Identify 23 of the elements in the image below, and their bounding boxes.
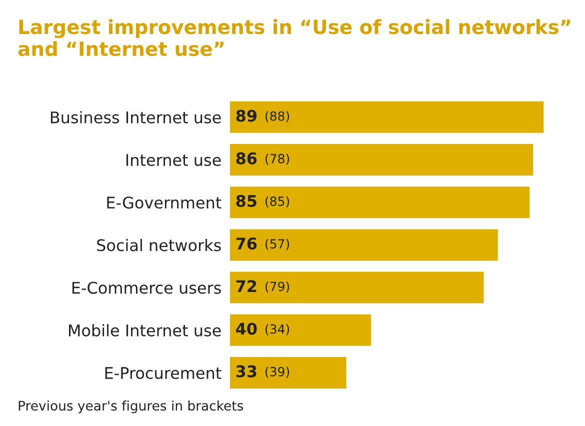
y-tick-label: Mobile Internet use: [68, 324, 221, 336]
y-tick-label: E-Procurement: [105, 367, 222, 380]
bar: [230, 186, 530, 218]
y-tick-label: Internet use: [126, 154, 221, 166]
data-label: 76 (57): [236, 238, 290, 250]
bar: [230, 272, 484, 304]
bar: [230, 229, 498, 261]
y-tick-label: Social networks: [97, 238, 221, 252]
bar: [230, 101, 544, 133]
data-label: 85 (85): [236, 194, 290, 208]
text: Previous year's figures in brackets: [18, 400, 244, 414]
chart-title: Largest improvements in “Use of social networks” and “Internet use”: [18, 19, 570, 56]
y-tick-label: E-Commerce users: [72, 282, 221, 294]
bar: [230, 356, 346, 389]
data-label: 86 (78): [236, 152, 290, 165]
bar: [230, 144, 534, 176]
bar: [230, 314, 371, 346]
y-tick-label: Business Internet use: [50, 111, 221, 124]
data-label: 89 (88): [236, 110, 290, 122]
data-label: 33 (39): [236, 365, 290, 378]
data-label: 40 (34): [236, 322, 290, 336]
y-tick-label: E-Government: [107, 196, 222, 209]
data-label: 72 (79): [236, 280, 290, 293]
